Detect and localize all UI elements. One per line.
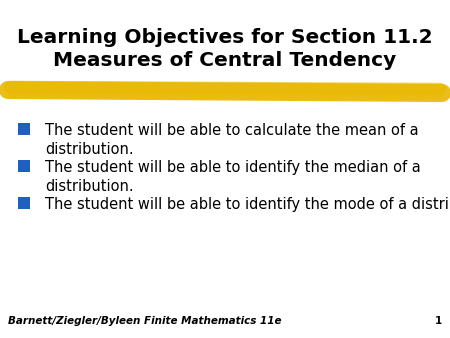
Text: The student will be able to identify the mode of a distribution.: The student will be able to identify the…	[45, 197, 450, 212]
Text: 1: 1	[435, 316, 442, 326]
Bar	[18, 160, 30, 172]
Text: The student will be able to calculate the mean of a
distribution.: The student will be able to calculate th…	[45, 123, 419, 157]
Bar	[18, 123, 30, 135]
Text: The student will be able to identify the median of a
distribution.: The student will be able to identify the…	[45, 160, 421, 194]
Text: Barnett/Ziegler/Byleen Finite Mathematics 11e: Barnett/Ziegler/Byleen Finite Mathematic…	[8, 316, 282, 326]
Bar	[18, 197, 30, 209]
Text: Learning Objectives for Section 11.2
Measures of Central Tendency: Learning Objectives for Section 11.2 Mea…	[17, 28, 433, 71]
